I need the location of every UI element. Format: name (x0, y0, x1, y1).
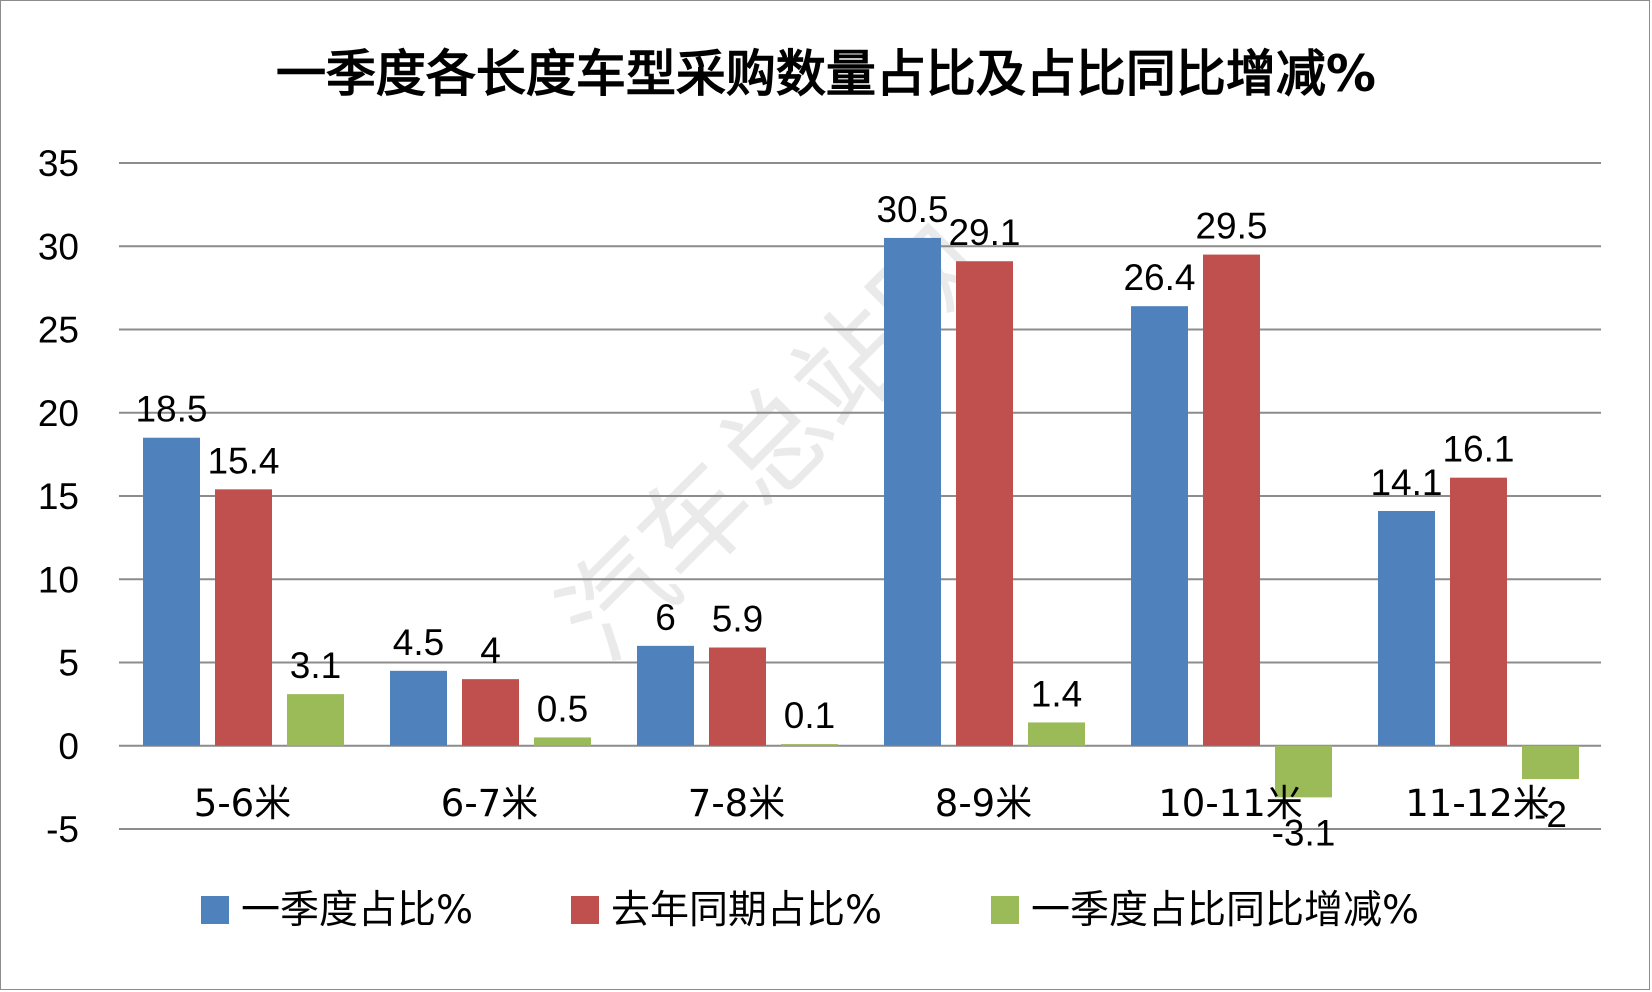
data-label: -2 (1534, 794, 1567, 835)
y-tick-label: 35 (38, 143, 79, 184)
legend-label: 一季度占比同比增减% (1031, 888, 1419, 933)
data-label: 5.9 (712, 599, 763, 640)
y-axis-ticks: -5 0 5 10 15 20 25 30 35 (38, 143, 79, 850)
data-label: 4 (480, 630, 501, 671)
watermark-text: 汽车总站网 (534, 204, 1013, 683)
bar-3 (287, 694, 344, 746)
y-tick-label: 25 (38, 310, 79, 351)
bar-1 (390, 670, 447, 746)
data-label: 14.1 (1370, 462, 1442, 503)
data-labels: 18.515.4 3.1 4.5 4 0.5 6 5.9 0.1 30.529.1 1.4 26.4… (135, 189, 1566, 853)
category-label: 11-12米 (1405, 782, 1550, 825)
gridlines (119, 162, 1601, 830)
bar-2 (215, 489, 272, 746)
y-tick-label: 5 (58, 643, 79, 684)
y-tick-label: -5 (46, 809, 79, 850)
bar-2 (1450, 477, 1507, 746)
y-tick-label: 30 (38, 226, 79, 267)
data-label: 30.5 (876, 189, 948, 230)
data-label: 18.5 (135, 389, 207, 430)
category-label: 10-11米 (1158, 782, 1303, 825)
bar-3 (1522, 745, 1579, 780)
y-tick-label: 15 (38, 476, 79, 517)
data-label: 0.1 (784, 695, 835, 736)
data-label: 29.5 (1195, 206, 1267, 247)
watermark: 汽车总站网 (534, 204, 1013, 683)
legend-label: 去年同期占比% (611, 888, 882, 933)
bar-1 (637, 645, 694, 746)
y-tick-label: 10 (38, 559, 79, 600)
legend-swatch (571, 896, 599, 924)
legend: 一季度占比% 去年同期占比% 一季度占比同比增减% (201, 888, 1419, 933)
bar-3 (534, 737, 591, 746)
data-label: 26.4 (1123, 257, 1195, 298)
category-label: 5-6米 (194, 782, 291, 825)
bar-2 (462, 679, 519, 746)
bar-3 (1275, 745, 1332, 798)
data-label: 6 (655, 597, 676, 638)
y-tick-label: 0 (58, 726, 79, 767)
category-labels: 5-6米 6-7米 7-8米 8-9米 10-11米 11-12米 (194, 782, 1550, 825)
bar-2 (1203, 254, 1260, 746)
data-label: 16.1 (1442, 429, 1514, 470)
data-label: 15.4 (207, 440, 279, 481)
data-label: 4.5 (393, 622, 444, 663)
data-label: 3.1 (290, 645, 341, 686)
bar-3 (1028, 722, 1085, 746)
y-tick-label: 20 (38, 393, 79, 434)
data-label: 1.4 (1031, 673, 1082, 714)
bar-1 (1131, 306, 1188, 746)
bar-1 (143, 437, 200, 746)
legend-swatch (201, 896, 229, 924)
bar-2 (709, 647, 766, 746)
bar-2 (956, 261, 1013, 746)
data-label: 29.1 (948, 212, 1020, 253)
bars (143, 237, 1579, 798)
data-label: 0.5 (537, 688, 588, 729)
legend-label: 一季度占比% (241, 888, 473, 933)
chart-title: 一季度各长度车型采购数量占比及占比同比增减% (276, 45, 1376, 103)
bar-1 (884, 237, 941, 746)
bar-3 (781, 744, 838, 746)
category-label: 6-7米 (441, 782, 538, 825)
legend-swatch (991, 896, 1019, 924)
bar-1 (1378, 510, 1435, 746)
category-label: 8-9米 (935, 782, 1032, 825)
category-label: 7-8米 (688, 782, 785, 825)
data-label: -3.1 (1272, 812, 1336, 853)
